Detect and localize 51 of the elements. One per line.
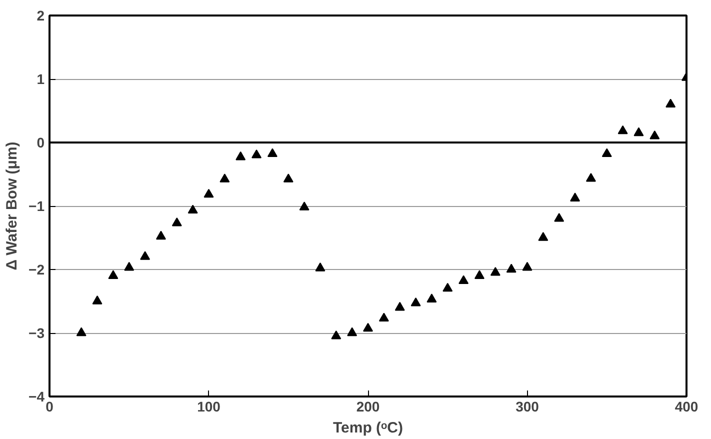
y-tick-label: −4 — [28, 388, 45, 404]
y-tick-label: −2 — [28, 262, 45, 278]
point — [394, 302, 405, 311]
point — [378, 312, 389, 322]
point — [156, 230, 166, 240]
point — [188, 204, 198, 214]
y-tick-label: 0 — [36, 134, 45, 150]
y-axis-title: Δ Wafer Bow (μm) — [4, 142, 21, 270]
x-axis-title: Temp (ᵒC) — [332, 420, 404, 436]
point — [220, 174, 230, 182]
point — [490, 266, 500, 276]
x-tick-label: 400 — [674, 398, 698, 414]
point — [124, 262, 134, 271]
y-tick-label: 1 — [36, 71, 45, 87]
point — [602, 148, 612, 158]
point — [108, 270, 118, 279]
point — [666, 98, 676, 108]
point — [299, 202, 310, 210]
point — [236, 151, 246, 160]
point — [634, 127, 644, 136]
point — [172, 217, 182, 226]
point — [283, 174, 294, 182]
point — [426, 294, 437, 302]
point — [252, 150, 262, 158]
point — [554, 213, 564, 222]
point — [570, 192, 580, 202]
y-tick-label: −1 — [28, 198, 45, 214]
y-tick-label: 2 — [36, 8, 45, 24]
point — [458, 275, 469, 284]
point — [650, 130, 660, 140]
point — [315, 262, 326, 272]
point — [618, 125, 628, 134]
point — [586, 173, 596, 182]
point — [267, 148, 278, 158]
point — [474, 270, 484, 279]
point — [522, 262, 532, 271]
point — [410, 297, 421, 306]
point — [92, 296, 102, 304]
point — [347, 327, 358, 336]
point — [442, 282, 453, 292]
x-tick-label: 200 — [356, 398, 380, 414]
point — [538, 232, 548, 241]
point — [76, 327, 86, 336]
x-tick-label: 100 — [197, 398, 221, 414]
point — [140, 251, 150, 260]
x-tick-label: 300 — [516, 398, 540, 414]
y-tick-label: −3 — [28, 325, 45, 341]
point — [506, 264, 516, 273]
point — [331, 330, 342, 340]
point — [204, 188, 214, 198]
point — [363, 322, 373, 332]
